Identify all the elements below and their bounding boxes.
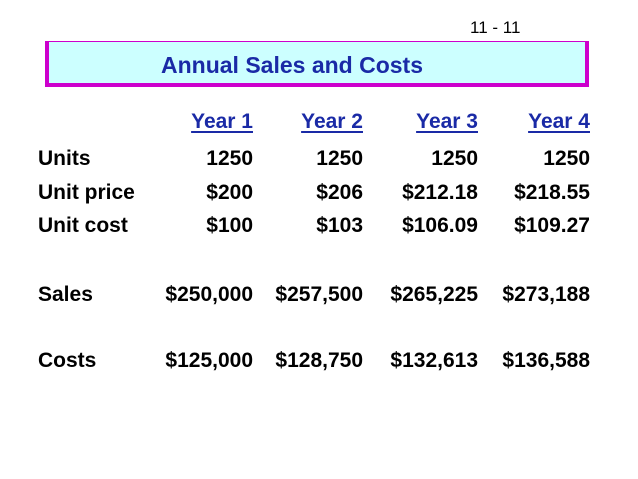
slide-title: Annual Sales and Costs: [161, 52, 424, 78]
table-cell: $103: [316, 214, 363, 237]
table-cell: $265,225: [390, 283, 478, 306]
table-cell: $250,000: [165, 283, 253, 306]
table-cell: 1250: [206, 147, 253, 170]
table-cell: $132,613: [390, 349, 478, 372]
table-cell: $257,500: [275, 283, 363, 306]
table-cell: $200: [206, 181, 253, 204]
table-cell: $100: [206, 214, 253, 237]
column-header-year-4: Year 4: [528, 110, 590, 133]
table-cell: 1250: [316, 147, 363, 170]
table-cell: $136,588: [502, 349, 590, 372]
column-header-year-2: Year 2: [301, 110, 363, 133]
table-cell: $125,000: [165, 349, 253, 372]
row-label-costs: Costs: [38, 349, 97, 372]
table-cell: $109.27: [514, 214, 590, 237]
row-label-sales: Sales: [38, 283, 93, 306]
table-cell: $218.55: [514, 181, 590, 204]
title-box: Annual Sales and Costs: [45, 41, 589, 87]
table-cell: $128,750: [275, 349, 363, 372]
row-label-unit-price: Unit price: [38, 181, 135, 204]
table-cell: $206: [316, 181, 363, 204]
table-cell: 1250: [431, 147, 478, 170]
page-number: 11 - 11: [470, 18, 521, 37]
row-label-unit-cost: Unit cost: [38, 214, 128, 237]
row-label-units: Units: [38, 147, 91, 170]
column-header-year-3: Year 3: [416, 110, 478, 133]
table-cell: 1250: [543, 147, 590, 170]
column-header-year-1: Year 1: [191, 110, 253, 133]
table-cell: $106.09: [402, 214, 478, 237]
table-cell: $273,188: [502, 283, 590, 306]
table-cell: $212.18: [402, 181, 478, 204]
